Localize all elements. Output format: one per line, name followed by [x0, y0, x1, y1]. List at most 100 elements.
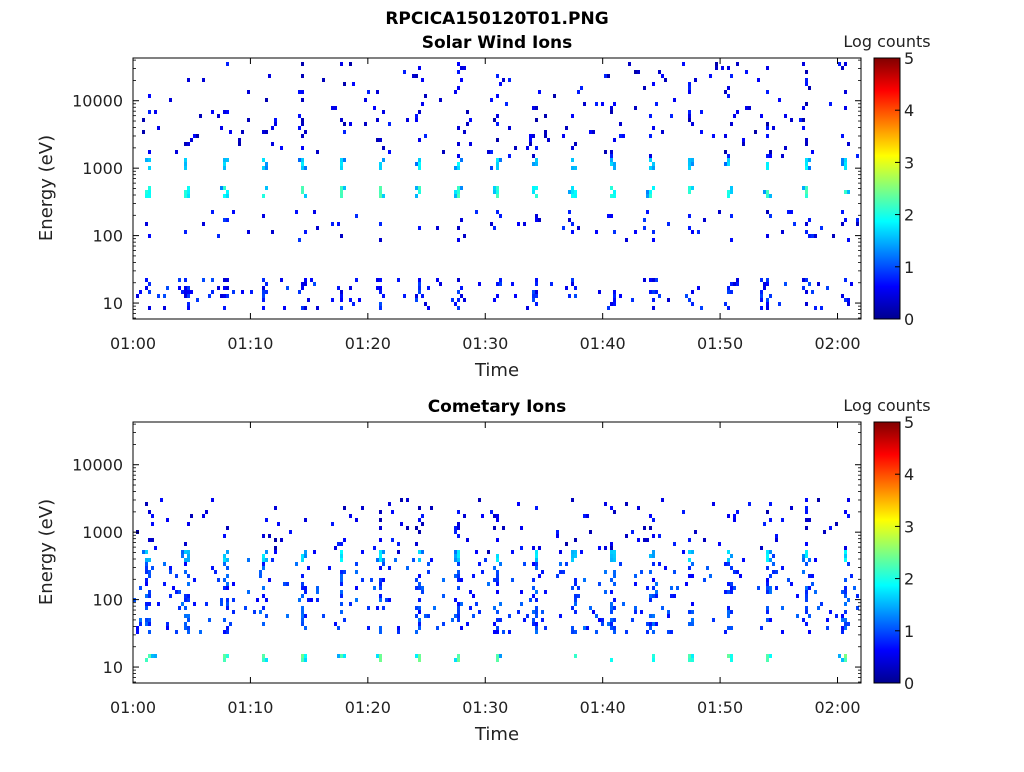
spectrogram-cell [316, 150, 319, 154]
spectrogram-cell [790, 582, 793, 586]
spectrogram-cell [766, 194, 769, 198]
spectrogram-cell [805, 138, 808, 142]
spectrogram-cell [163, 582, 166, 586]
spectrogram-cell [727, 154, 730, 158]
spectrogram-cell [844, 602, 847, 606]
spectrogram-cell [265, 130, 268, 134]
spectrogram-cell [844, 558, 847, 562]
spectrogram-cell [532, 162, 535, 166]
spectrogram-cell [499, 602, 502, 606]
spectrogram-cell [688, 82, 691, 86]
spectrogram-cell [613, 626, 616, 630]
spectrogram-cell [457, 306, 460, 310]
spectrogram-cell [700, 110, 703, 114]
spectrogram-cell [730, 190, 733, 194]
y-axis-label: Energy (eV) [36, 499, 57, 605]
spectrogram-cell [496, 74, 499, 78]
spectrogram-cell [496, 190, 499, 194]
spectrogram-cell [481, 514, 484, 518]
spectrogram-cell [397, 626, 400, 630]
spectrogram-cell [256, 598, 259, 602]
spectrogram-cell [571, 558, 574, 562]
spectrogram-cell [361, 506, 364, 510]
spectrogram-cell [274, 550, 277, 554]
spectrogram-cell [574, 550, 577, 554]
spectrogram-cell [655, 582, 658, 586]
spectrogram-cell [307, 598, 310, 602]
spectrogram-cell [304, 658, 307, 662]
y-tick-label: 1000 [82, 523, 123, 542]
spectrogram-cell [649, 594, 652, 598]
spectrogram-cell [529, 134, 532, 138]
spectrogram-cell [496, 618, 499, 622]
spectrogram-cell [247, 90, 250, 94]
spectrogram-cell [226, 654, 229, 658]
spectrogram-cell [508, 614, 511, 618]
spectrogram-cell [310, 278, 313, 282]
spectrogram-cell [766, 90, 769, 94]
spectrogram-cell [493, 622, 496, 626]
spectrogram-cell [808, 218, 811, 222]
spectrogram-cell [148, 150, 151, 154]
spectrogram-cell [811, 582, 814, 586]
spectrogram-cell [643, 226, 646, 230]
spectrogram-cell [538, 546, 541, 550]
spectrogram-cell [697, 230, 700, 234]
spectrogram-cell [829, 610, 832, 614]
spectrogram-cell [148, 234, 151, 238]
spectrogram-cell [418, 190, 421, 194]
spectrogram-cell [418, 658, 421, 662]
spectrogram-cell [841, 222, 844, 226]
spectrogram-cell [730, 214, 733, 218]
colorbar-tick-label: 5 [904, 49, 914, 68]
spectrogram-cell [559, 614, 562, 618]
spectrogram-cell [661, 498, 664, 502]
spectrogram-cell [265, 162, 268, 166]
spectrogram-cell [454, 574, 457, 578]
spectrogram-cell [148, 186, 151, 190]
spectrogram-cell [727, 306, 730, 310]
spectrogram-cell [661, 606, 664, 610]
spectrogram-cell [688, 226, 691, 230]
spectrogram-cell [145, 622, 148, 626]
spectrogram-cell [331, 106, 334, 110]
spectrogram-cell [187, 554, 190, 558]
spectrogram-cell [838, 654, 841, 658]
spectrogram-cell [415, 630, 418, 634]
spectrogram-cell [655, 102, 658, 106]
spectrogram-cell [532, 618, 535, 622]
spectrogram-cell [418, 166, 421, 170]
spectrogram-cell [766, 558, 769, 562]
spectrogram-cell [454, 550, 457, 554]
spectrogram-cell [388, 122, 391, 126]
spectrogram-cell [280, 538, 283, 542]
spectrogram-cell [496, 570, 499, 574]
spectrogram-cell [226, 606, 229, 610]
spectrogram-cell [520, 546, 523, 550]
spectrogram-cell [388, 566, 391, 570]
spectrogram-cell [613, 606, 616, 610]
spectrogram-cell [532, 294, 535, 298]
spectrogram-cell [499, 282, 502, 286]
spectrogram-cell [634, 230, 637, 234]
spectrogram-cells [133, 498, 859, 662]
spectrogram-cell [736, 510, 739, 514]
spectrogram-cell [457, 190, 460, 194]
spectrogram-cell [727, 654, 730, 658]
y-tick-label: 100 [92, 227, 123, 246]
spectrogram-cell [844, 158, 847, 162]
spectrogram-cell [535, 146, 538, 150]
spectrogram-cell [841, 614, 844, 618]
spectrogram-cell [340, 542, 343, 546]
spectrogram-cell [301, 162, 304, 166]
spectrogram-cell [457, 558, 460, 562]
spectrogram-cell [457, 618, 460, 622]
spectrogram-cell [652, 166, 655, 170]
spectrogram-cell [415, 526, 418, 530]
spectrogram-cell [421, 522, 424, 526]
spectrogram-cell [805, 550, 808, 554]
spectrogram-cell [787, 210, 790, 214]
spectrogram-cell [766, 618, 769, 622]
spectrogram-cell [730, 566, 733, 570]
